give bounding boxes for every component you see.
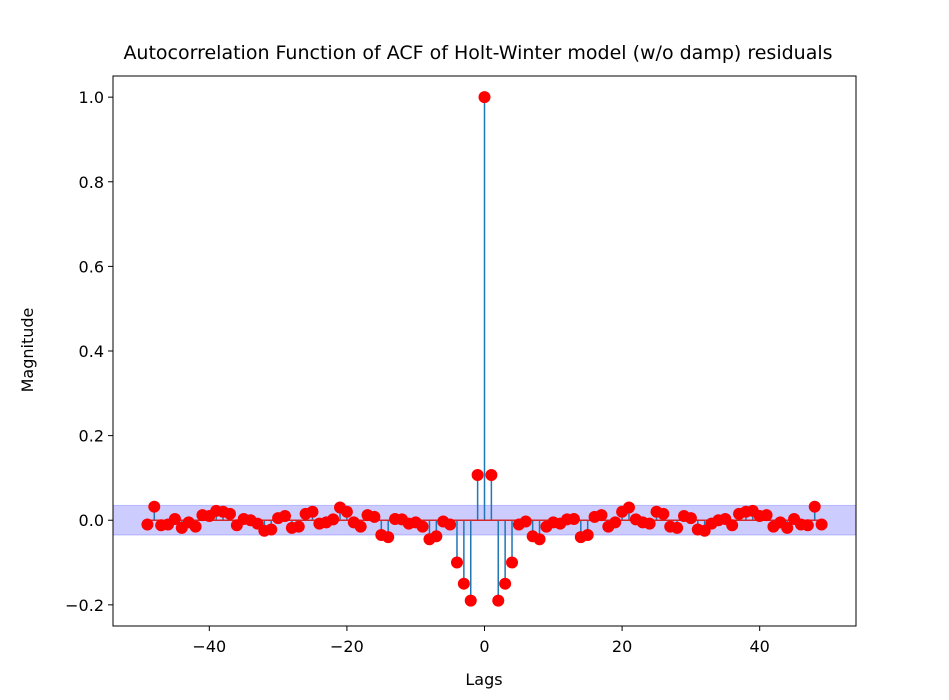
acf-point: [444, 518, 457, 531]
y-tick-label: 0.2: [79, 427, 104, 446]
acf-point: [499, 577, 512, 590]
acf-point: [416, 520, 429, 533]
plot-area: [112, 91, 857, 607]
acf-point: [430, 530, 443, 543]
acf-point: [657, 507, 670, 520]
acf-point: [671, 521, 684, 534]
acf-point: [643, 517, 656, 530]
x-axis-ticks: −40 −20 0 20 40: [192, 626, 770, 656]
acf-point: [148, 500, 161, 513]
acf-point: [354, 520, 367, 533]
y-axis-ticks: −0.2 0.0 0.2 0.4 0.6 0.8 1.0: [65, 88, 113, 615]
x-axis-label: Lags: [465, 670, 502, 689]
acf-point: [506, 556, 519, 569]
x-tick-label: 20: [612, 637, 632, 656]
acf-point: [306, 505, 319, 518]
acf-point: [801, 519, 814, 532]
acf-point: [471, 468, 484, 481]
acf-point: [781, 521, 794, 534]
y-axis-label: Magnitude: [18, 308, 37, 393]
acf-point: [533, 533, 546, 546]
x-tick-label: 0: [479, 637, 489, 656]
y-tick-label: 0.6: [79, 257, 104, 276]
acf-point: [485, 468, 498, 481]
acf-point: [457, 577, 470, 590]
acf-point: [340, 505, 353, 518]
acf-point: [684, 512, 697, 525]
acf-point: [368, 510, 381, 523]
acf-point: [808, 500, 821, 513]
acf-point: [492, 594, 505, 607]
markers: [141, 91, 828, 607]
acf-point: [595, 509, 608, 522]
acf-point: [189, 520, 202, 533]
acf-point: [292, 520, 305, 533]
acf-point: [223, 507, 236, 520]
acf-point: [464, 594, 477, 607]
acf-point: [450, 556, 463, 569]
acf-point: [141, 518, 154, 531]
acf-point: [519, 515, 532, 528]
chart-title: Autocorrelation Function of ACF of Holt-…: [123, 42, 832, 64]
acf-point: [609, 516, 622, 529]
acf-point: [278, 510, 291, 522]
y-tick-label: 0.0: [79, 511, 104, 530]
acf-point: [327, 513, 340, 526]
acf-point: [567, 512, 580, 525]
acf-point: [726, 519, 739, 532]
y-tick-label: 1.0: [79, 88, 104, 107]
acf-point: [581, 529, 594, 542]
y-tick-label: −0.2: [65, 596, 104, 615]
x-tick-label: −20: [330, 637, 364, 656]
acf-point: [815, 518, 828, 531]
x-tick-label: −40: [192, 637, 226, 656]
acf-point: [382, 531, 395, 544]
x-tick-label: 40: [750, 637, 770, 656]
acf-point: [760, 509, 773, 522]
acf-point: [265, 523, 278, 536]
acf-point: [478, 91, 491, 104]
y-tick-label: 0.8: [79, 173, 104, 192]
y-tick-label: 0.4: [79, 342, 104, 361]
acf-point: [622, 501, 635, 514]
acf-point: [168, 512, 181, 525]
